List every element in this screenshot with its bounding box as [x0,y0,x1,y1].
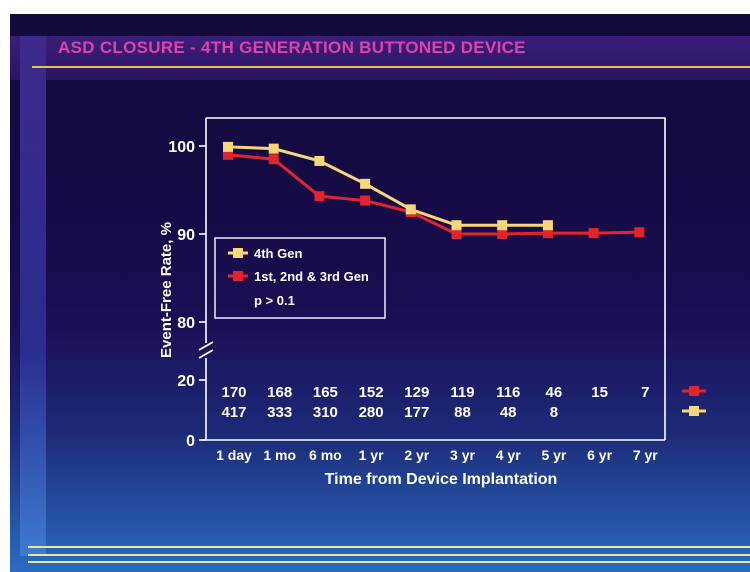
series-marker [268,143,279,154]
at-risk-count-4th-gen: 333 [267,404,292,421]
at-risk-count-1st-3rd-gen: 152 [359,384,384,401]
x-tick-label: 6 yr [587,447,612,463]
series-marker [223,141,233,152]
series-marker [497,229,508,239]
x-tick-label: 1 mo [263,447,296,463]
x-tick-label: 2 yr [404,447,429,463]
left-accent-strip [20,36,46,556]
y-tick-label: 90 [177,227,195,244]
series-marker [451,220,462,231]
legend-swatch-marker [233,271,243,281]
at-risk-count-1st-3rd-gen: 165 [313,384,338,401]
series-line [227,153,640,236]
at-risk-count-4th-gen: 280 [359,404,384,421]
x-tick-label: 1 yr [359,447,384,463]
at-risk-count-1st-3rd-gen: 119 [450,384,474,401]
series-marker [360,178,371,189]
x-tick-label: 5 yr [541,447,566,463]
x-tick-label: 3 yr [450,447,475,463]
at-risk-count-4th-gen: 177 [404,404,429,421]
series-marker [588,228,599,239]
x-tick-label: 4 yr [496,447,521,463]
bottom-rule-3 [28,561,750,563]
slide-title: ASD CLOSURE - 4TH GENERATION BUTTONED DE… [58,38,526,57]
series-marker [542,228,553,239]
series-marker [542,220,553,231]
axis-break-mark-lower [198,349,214,359]
at-risk-count-1st-3rd-gen: 116 [496,384,520,401]
at-risk-count-1st-3rd-gen: 170 [221,384,246,401]
title-band [10,36,750,80]
p-value-annotation: p > 0.1 [254,293,295,308]
legend-swatch-marker [233,248,243,258]
series-marker [497,220,508,231]
slide-background: ASD CLOSURE - 4TH GENERATION BUTTONED DE… [10,14,750,572]
y-tick-label: 0 [186,433,195,450]
axis-break-mark-upper [198,341,214,351]
at-risk-count-4th-gen: 48 [500,404,517,421]
series-marker [360,195,371,206]
at-risk-row-swatch-marker [689,406,699,416]
at-risk-count-1st-3rd-gen: 7 [641,384,649,401]
plot-frame [206,117,666,440]
y-tick-label: 20 [177,373,195,390]
legend-box [214,237,386,319]
at-risk-count-4th-gen: 417 [221,404,246,421]
bottom-rule-1 [28,546,750,548]
legend-label: 4th Gen [254,246,302,261]
at-risk-row-swatch-marker [689,386,699,396]
y-tick-label: 100 [168,139,195,156]
at-risk-count-4th-gen: 88 [454,404,471,421]
bottom-rule-2 [28,554,750,556]
x-axis-label: Time from Device Implantation [325,471,558,488]
at-risk-count-1st-3rd-gen: 168 [267,384,292,401]
title-underline [32,66,750,68]
at-risk-count-1st-3rd-gen: 15 [591,384,608,401]
at-risk-count-4th-gen: 8 [550,404,558,421]
series-marker [314,155,325,166]
x-tick-label: 1 day [216,447,252,463]
at-risk-count-1st-3rd-gen: 46 [546,384,563,401]
series-marker [223,149,233,160]
y-tick-label: 80 [177,315,195,332]
x-tick-label: 6 mo [309,447,342,463]
at-risk-count-4th-gen: 310 [313,404,338,421]
x-tick-label: 7 yr [633,447,658,463]
series-marker [314,191,325,202]
series-marker [405,204,416,215]
series-marker [634,227,645,238]
at-risk-count-1st-3rd-gen: 129 [404,384,429,401]
y-axis-label: Event-Free Rate, % [158,222,175,358]
series-marker [451,229,462,239]
series-marker [268,154,279,165]
series-line [227,145,548,227]
legend-label: 1st, 2nd & 3rd Gen [254,269,369,284]
